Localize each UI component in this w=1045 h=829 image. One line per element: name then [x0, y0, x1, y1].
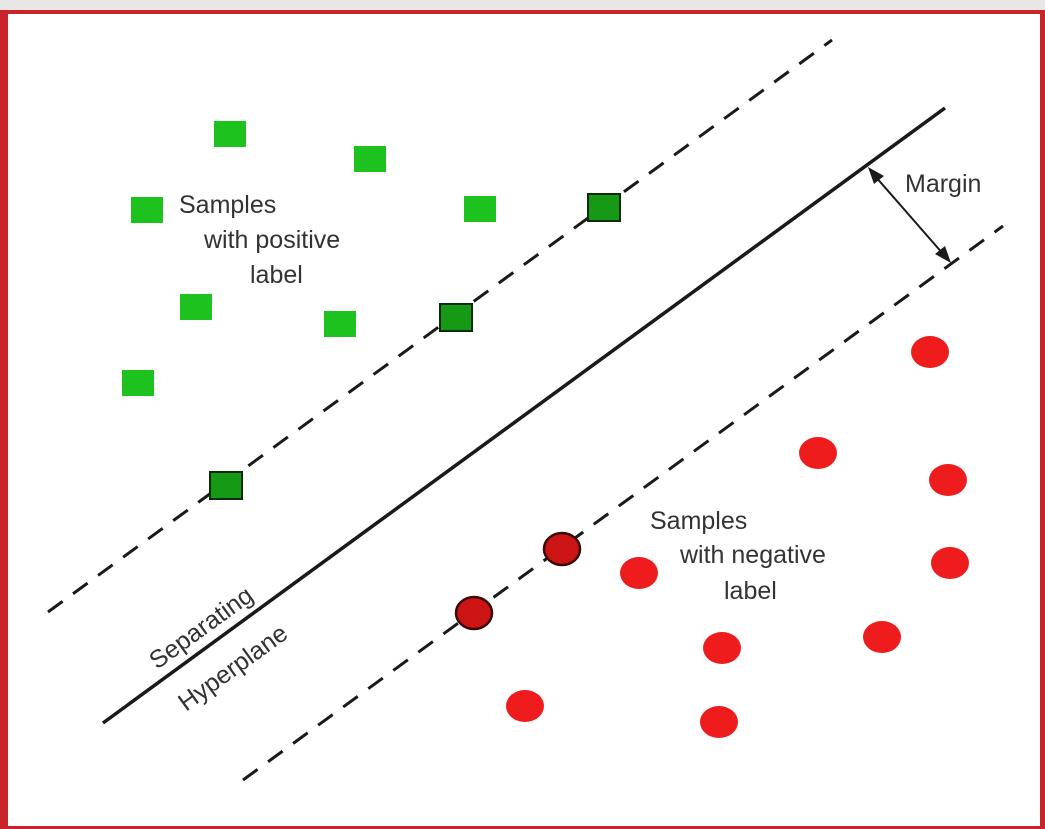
positive-sample — [464, 196, 496, 222]
positive-sample — [122, 370, 154, 396]
positive-support-vector — [587, 193, 621, 222]
positive-support-vector — [439, 303, 473, 332]
margin-arrow — [874, 175, 945, 256]
negative-margin-boundary — [242, 224, 1004, 782]
negative-sample — [506, 690, 544, 722]
positive-support-vectors — [209, 193, 621, 500]
negative-label-line-2: with negative — [679, 541, 826, 569]
negative-support-vector — [454, 595, 494, 631]
positive-samples — [122, 121, 496, 396]
negative-sample — [799, 437, 837, 469]
negative-support-vector — [542, 531, 582, 567]
negative-label-line-3: label — [724, 577, 777, 605]
positive-sample — [214, 121, 246, 147]
margin-label: Margin — [905, 170, 981, 198]
negative-sample — [620, 557, 658, 589]
separating-hyperplane-line — [101, 106, 947, 725]
positive-label-line-3: label — [250, 261, 303, 289]
negative-sample — [911, 336, 949, 368]
positive-sample — [180, 294, 212, 320]
negative-sample — [703, 632, 741, 664]
positive-sample — [131, 197, 163, 223]
top-background-strip — [0, 0, 1045, 10]
negative-label-line-1: Samples — [650, 507, 747, 535]
positive-sample — [324, 311, 356, 337]
negative-label: Samples with negative label — [650, 507, 833, 605]
positive-label-line-2: with positive — [203, 226, 340, 254]
negative-support-vectors — [454, 531, 582, 631]
positive-margin-boundary — [47, 38, 833, 614]
margin-arrowhead-bottom — [935, 246, 951, 263]
positive-sample — [354, 146, 386, 172]
negative-sample — [931, 547, 969, 579]
negative-samples — [506, 336, 969, 738]
margin-arrowhead-top — [868, 167, 884, 184]
positive-label: Samples with positive label — [179, 191, 347, 289]
positive-label-line-1: Samples — [179, 191, 276, 219]
negative-sample — [700, 706, 738, 738]
positive-support-vector — [209, 471, 243, 500]
negative-sample — [863, 621, 901, 653]
negative-sample — [929, 464, 967, 496]
